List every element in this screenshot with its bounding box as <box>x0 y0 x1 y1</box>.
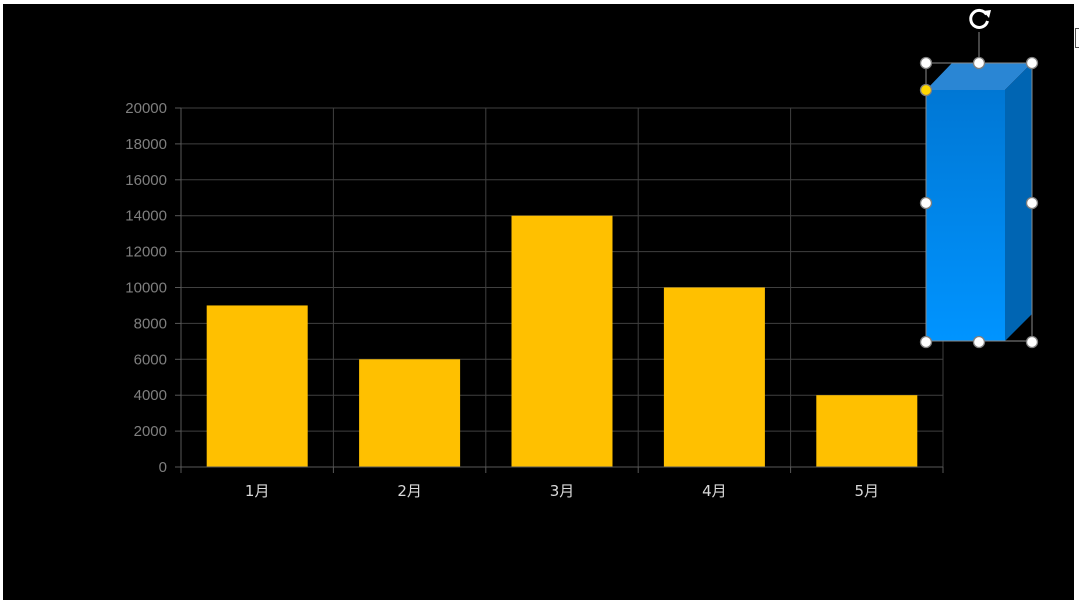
resize-handle-top-center[interactable] <box>972 56 986 70</box>
selected-3d-box-shape[interactable] <box>919 8 1039 349</box>
adjust-handle[interactable] <box>919 83 933 97</box>
resize-handle-middle-left[interactable] <box>919 196 933 210</box>
bar-3[interactable] <box>511 215 613 467</box>
x-axis-category-labels: 1月 2月 3月 4月 5月 <box>245 482 879 500</box>
y-tick-label: 14000 <box>125 208 167 225</box>
y-tick-label: 6000 <box>134 351 167 368</box>
cube-top-face <box>926 63 1032 90</box>
resize-handle-top-right[interactable] <box>1025 56 1039 70</box>
y-tick-label: 0 <box>159 459 167 476</box>
cube-side-face <box>1005 63 1032 341</box>
y-tick-label: 16000 <box>125 172 167 189</box>
resize-handle-bottom-right[interactable] <box>1025 335 1039 349</box>
y-tick-label: 8000 <box>134 315 167 332</box>
y-tick-label: 12000 <box>125 244 167 261</box>
x-category-label: 1月 <box>245 482 270 500</box>
y-tick-label: 10000 <box>125 280 167 297</box>
y-tick-label: 18000 <box>125 136 167 153</box>
chart-axes <box>175 107 944 473</box>
x-category-label: 2月 <box>397 482 422 500</box>
y-tick-label: 2000 <box>134 423 167 440</box>
bar-2[interactable] <box>359 359 461 467</box>
resize-handle-middle-right[interactable] <box>1025 196 1039 210</box>
rotate-icon[interactable] <box>967 8 991 32</box>
resize-handle-bottom-left[interactable] <box>919 335 933 349</box>
bar-1[interactable] <box>206 305 308 467</box>
y-tick-label: 20000 <box>125 100 167 117</box>
cube-front-face <box>926 90 1005 341</box>
resize-handle-top-left[interactable] <box>919 56 933 70</box>
window-edge <box>1075 28 1079 48</box>
y-tick-label: 4000 <box>134 387 167 404</box>
x-category-label: 4月 <box>702 482 727 500</box>
x-category-label: 3月 <box>550 482 575 500</box>
x-category-label: 5月 <box>855 482 880 500</box>
bar-4[interactable] <box>663 287 765 468</box>
y-axis-tick-labels: 0 2000 4000 6000 8000 10000 12000 14000 16000 180… <box>125 100 167 476</box>
bar-5[interactable] <box>816 395 918 467</box>
resize-handle-bottom-center[interactable] <box>972 335 986 349</box>
chart-bars <box>206 215 918 468</box>
